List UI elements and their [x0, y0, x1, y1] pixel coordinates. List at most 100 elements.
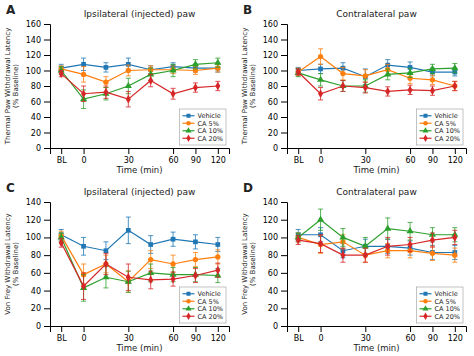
marker: [59, 238, 64, 247]
error-bar: [126, 264, 131, 291]
marker: [126, 273, 131, 282]
x-axis-title: Time (min): [115, 165, 162, 175]
legend-symbol: [422, 127, 428, 132]
marker: [148, 276, 153, 285]
legend-label: CA 20%: [435, 135, 461, 143]
x-tick-label: BL: [57, 334, 67, 343]
y-tick-mark: [281, 40, 287, 41]
panel-label: A: [6, 3, 16, 17]
y-tick-mark: [281, 71, 287, 72]
marker: [384, 224, 391, 230]
series-line: [61, 237, 218, 287]
title: Contralateral paw: [336, 187, 417, 197]
legend-symbol: [424, 292, 428, 296]
marker: [340, 71, 345, 76]
marker: [81, 72, 86, 77]
legend: VehicleCA 5%CA 10%CA 20%: [417, 109, 464, 145]
error-bar: [296, 236, 301, 245]
marker: [103, 79, 108, 84]
marker: [429, 65, 436, 71]
marker: [170, 261, 175, 266]
marker: [317, 216, 324, 222]
x-tick: 60: [405, 326, 415, 343]
error-bar: [215, 263, 220, 277]
error-bar: [126, 65, 131, 76]
series: [58, 233, 222, 301]
y-tick-mark: [281, 273, 287, 274]
y-tick-label: 120: [26, 51, 41, 60]
series: [296, 230, 458, 262]
y-tick-mark: [281, 237, 287, 238]
y-axis-title-line: Thermal Paw Withdrawal Latency: [241, 28, 249, 146]
y-tick-label: 60: [31, 269, 41, 278]
x-tick-label: 120: [211, 156, 226, 165]
x-tick-label: 30: [124, 334, 134, 343]
y-tick-mark: [44, 148, 50, 149]
y-axis-title-line: Von Frey Withdrawal Latency: [241, 213, 249, 314]
marker: [171, 89, 176, 98]
x-tick-label: 90: [428, 156, 438, 165]
marker: [125, 82, 132, 88]
marker: [148, 257, 153, 262]
series-line: [61, 63, 218, 99]
y-tick: 120: [26, 216, 50, 225]
legend-label: CA 20%: [435, 313, 461, 321]
x-tick-label: 90: [191, 156, 201, 165]
y-axis-line: [281, 25, 288, 149]
x-tick-mark: [218, 326, 219, 332]
error-bar: [171, 88, 176, 99]
y-axis-title: Thermal Paw Withdrawal Latency(% Baselin…: [241, 28, 257, 146]
x-tick-mark: [195, 148, 196, 154]
y-tick-label: 0: [273, 322, 278, 331]
y-tick-label: 80: [31, 251, 41, 260]
y-tick-label: 160: [26, 20, 41, 29]
error-bar: [363, 248, 368, 262]
y-tick-label: 60: [268, 269, 278, 278]
y-tick: 60: [268, 98, 287, 107]
y-tick-mark: [281, 255, 287, 256]
x-tick-mark: [321, 326, 322, 332]
y-tick: 0: [273, 322, 287, 331]
y-tick-mark: [44, 133, 50, 134]
x-tick-label: 30: [361, 156, 371, 165]
error-bar: [318, 235, 323, 253]
panel-label: C: [6, 181, 15, 195]
x-tick: 60: [405, 148, 415, 165]
marker: [81, 89, 86, 98]
x-tick-mark: [298, 326, 299, 332]
y-axis-title-line: (% Baseline): [12, 64, 20, 108]
y-tick: 160: [26, 20, 50, 29]
y-axis: 020406080100120140: [263, 198, 288, 331]
y-tick-mark: [44, 86, 50, 87]
legend-symbol: [423, 135, 427, 142]
marker: [214, 59, 221, 65]
x-tick: 60: [168, 326, 178, 343]
x-tick-mark: [365, 148, 366, 154]
x-tick-mark: [128, 326, 129, 332]
x-tick-mark: [61, 326, 62, 332]
panel: 020406080100120140160BL0306090120Ipsilat…: [4, 3, 230, 175]
marker: [296, 236, 301, 245]
x-tick: 90: [191, 148, 201, 165]
marker: [317, 76, 324, 82]
x-tick-label: 90: [191, 334, 201, 343]
error-bar: [408, 85, 413, 94]
x-tick: 30: [361, 148, 371, 165]
error-bar: [193, 252, 198, 266]
marker: [318, 54, 323, 59]
marker: [384, 70, 391, 76]
y-tick-label: 80: [31, 82, 41, 91]
y-tick-mark: [44, 202, 50, 203]
marker: [363, 83, 368, 92]
x-tick-mark: [84, 148, 85, 154]
series-line: [61, 74, 218, 100]
error-bar: [148, 74, 153, 86]
x-tick: BL: [57, 326, 67, 343]
error-bar: [430, 246, 435, 260]
x-tick-mark: [321, 148, 322, 154]
y-tick: 140: [26, 36, 50, 45]
legend-symbol: [422, 305, 428, 310]
error-bar: [81, 86, 86, 102]
y-tick: 20: [268, 304, 287, 313]
y-tick: 60: [268, 269, 287, 278]
